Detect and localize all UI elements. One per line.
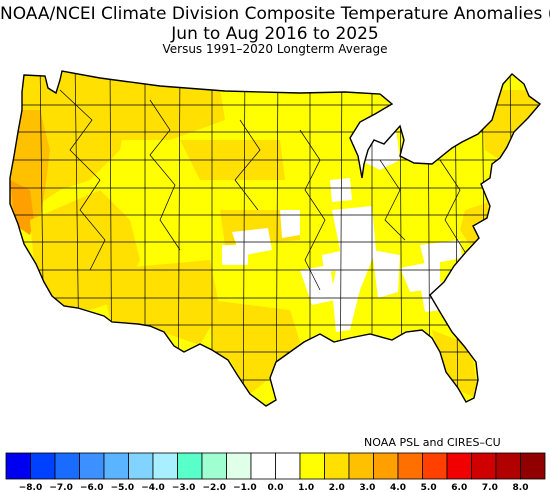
source-credit: NOAA PSL and CIRES–CU	[364, 436, 501, 449]
colorbar-tick-label: −1.0	[233, 483, 256, 492]
colorbar-bin	[152, 452, 178, 480]
division-boundaries	[10, 71, 540, 406]
colorbar-tick-label: 2.0	[329, 483, 345, 492]
colorbar-tick-label: −2.0	[203, 483, 226, 492]
colorbar-bin	[299, 452, 325, 480]
colorbar-bin	[5, 452, 31, 480]
colorbar-tick-label: 5.0	[421, 483, 437, 492]
colorbar-bin	[201, 452, 227, 480]
colorbar-tick-label: −4.0	[141, 483, 164, 492]
colorbar-tick-label: −3.0	[172, 483, 195, 492]
colorbar-bin	[128, 452, 154, 480]
colorbar-tick-label: 0.0	[268, 483, 284, 492]
colorbar: −8.0 −7.0 −6.0 −5.0 −4.0 −3.0 −2.0 −1.0 0.0 1.0 2.…	[5, 452, 546, 492]
colorbar-bin	[250, 452, 276, 480]
colorbar-bin	[54, 452, 80, 480]
colorbar-tick-label: 3.0	[359, 483, 375, 492]
colorbar-bin	[275, 452, 301, 480]
colorbar-bin	[422, 452, 448, 480]
colorbar-tick-label: 6.0	[451, 483, 467, 492]
colorbar-tick-label: −8.0	[19, 483, 42, 492]
colorbar-bin	[226, 452, 252, 480]
colorbar-bin	[30, 452, 56, 480]
colorbar-tick-label: 7.0	[482, 483, 498, 492]
colorbar-tick-label: −7.0	[49, 483, 72, 492]
colorbar-bin	[397, 452, 423, 480]
colorbar-tick-label: −5.0	[111, 483, 134, 492]
colorbar-tick-label: 8.0	[513, 483, 529, 492]
colorbar-bin	[446, 452, 472, 480]
colorbar-bin	[373, 452, 399, 480]
map-baseline: Versus 1991–2020 Longterm Average	[162, 42, 388, 56]
colorbar-bin	[324, 452, 350, 480]
colorbar-bin	[471, 452, 497, 480]
us-climate-division-map	[9, 70, 541, 407]
colorbar-bin	[177, 452, 203, 480]
colorbar-bin	[103, 452, 129, 480]
colorbar-bin	[79, 452, 105, 480]
colorbar-bin	[348, 452, 374, 480]
colorbar-tick-label: 1.0	[298, 483, 314, 492]
map-title: NOAA/NCEI Climate Division Composite Tem…	[0, 4, 550, 24]
colorbar-tick-label: 4.0	[390, 483, 406, 492]
colorbar-bin	[520, 452, 546, 480]
colorbar-tick-label: −6.0	[80, 483, 103, 492]
map-period: Jun to Aug 2016 to 2025	[171, 24, 379, 44]
colorbar-bin	[495, 452, 521, 480]
